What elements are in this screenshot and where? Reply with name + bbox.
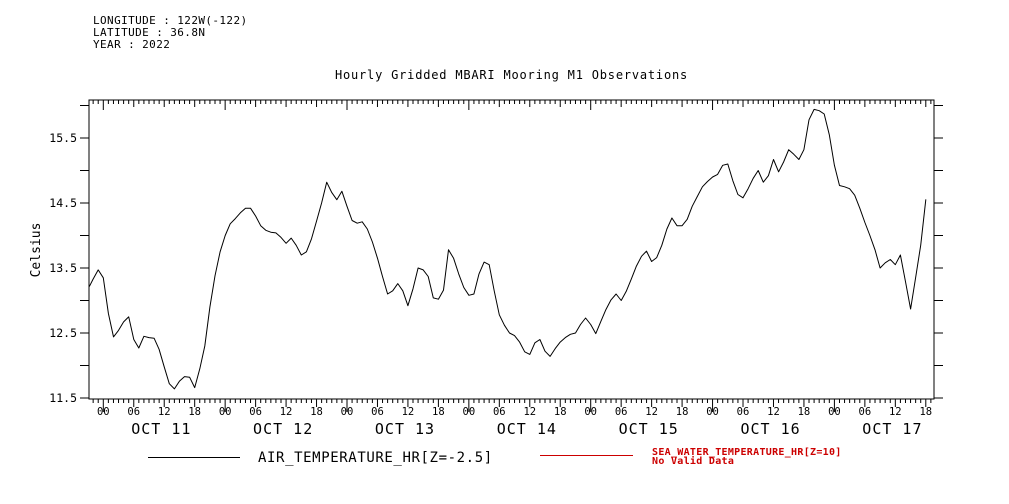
axis-labels: 11.5 12.5 13.5 14.5 15.5 00 06 12 18 OCT 11 00 06 12… xyxy=(29,131,932,438)
x-hour-label: 18 xyxy=(188,406,201,418)
x-hour-label: 12 xyxy=(158,406,171,418)
x-day-label: OCT 12 xyxy=(253,420,313,438)
x-hour-label: 18 xyxy=(676,406,689,418)
year-label: YEAR : 2022 xyxy=(93,38,171,51)
x-hour-label: 12 xyxy=(645,406,658,418)
x-hour-label: 06 xyxy=(737,406,750,418)
x-hour-label: 12 xyxy=(767,406,780,418)
y-tick-label: 12.5 xyxy=(49,326,77,340)
x-hour-label: 00 xyxy=(97,406,110,418)
x-hour-label: 18 xyxy=(554,406,567,418)
x-day-label: OCT 11 xyxy=(131,420,191,438)
y-tick-label: 13.5 xyxy=(49,261,77,275)
x-hour-label: 06 xyxy=(615,406,628,418)
x-day-label: OCT 16 xyxy=(740,420,800,438)
x-hour-label: 12 xyxy=(280,406,293,418)
axes xyxy=(80,99,943,412)
x-hour-label: 06 xyxy=(859,406,872,418)
legend-seawater-label: SEA_WATER_TEMPERATURE_HR[Z=10] No Valid … xyxy=(652,447,842,467)
x-hour-label: 12 xyxy=(523,406,536,418)
y-tick-label: 15.5 xyxy=(49,131,77,145)
legend-seawater-name: SEA_WATER_TEMPERATURE_HR[Z=10] xyxy=(652,447,842,458)
x-hour-label: 00 xyxy=(706,406,719,418)
legend-seawater-note: No Valid Data xyxy=(652,456,735,467)
legend-air-line-sample xyxy=(148,457,240,458)
chart-title: Hourly Gridded MBARI Mooring M1 Observat… xyxy=(334,68,689,82)
x-hour-label: 00 xyxy=(584,406,597,418)
x-hour-label: 18 xyxy=(919,406,932,418)
x-hour-label: 06 xyxy=(493,406,506,418)
latitude-label: LATITUDE : 36.8N xyxy=(93,26,206,39)
coordinates-header: LONGITUDE : 122W(-122) LATITUDE : 36.8N … xyxy=(93,15,248,51)
x-hour-label: 06 xyxy=(371,406,384,418)
air-temperature-line xyxy=(89,108,927,390)
longitude-label: LONGITUDE : 122W(-122) xyxy=(93,14,248,27)
x-hour-label: 18 xyxy=(798,406,811,418)
legend-seawater-line-sample xyxy=(540,455,633,456)
x-hour-label: 12 xyxy=(889,406,902,418)
x-hour-label: 00 xyxy=(219,406,232,418)
x-day-label: OCT 17 xyxy=(862,420,922,438)
y-axis-title: Celsius xyxy=(29,223,44,278)
x-day-label: OCT 15 xyxy=(619,420,679,438)
legend-air-label: AIR_TEMPERATURE_HR[Z=-2.5] xyxy=(258,450,493,466)
x-hour-label: 18 xyxy=(310,406,323,418)
x-hour-label: 06 xyxy=(249,406,262,418)
x-hour-label: 18 xyxy=(432,406,445,418)
y-tick-label: 14.5 xyxy=(49,196,77,210)
x-day-label: OCT 14 xyxy=(497,420,557,438)
x-hour-label: 00 xyxy=(463,406,476,418)
y-tick-label: 11.5 xyxy=(49,391,77,405)
x-hour-label: 00 xyxy=(341,406,354,418)
x-hour-label: 06 xyxy=(127,406,140,418)
x-day-label: OCT 13 xyxy=(375,420,435,438)
x-hour-label: 00 xyxy=(828,406,841,418)
x-hour-label: 12 xyxy=(402,406,415,418)
